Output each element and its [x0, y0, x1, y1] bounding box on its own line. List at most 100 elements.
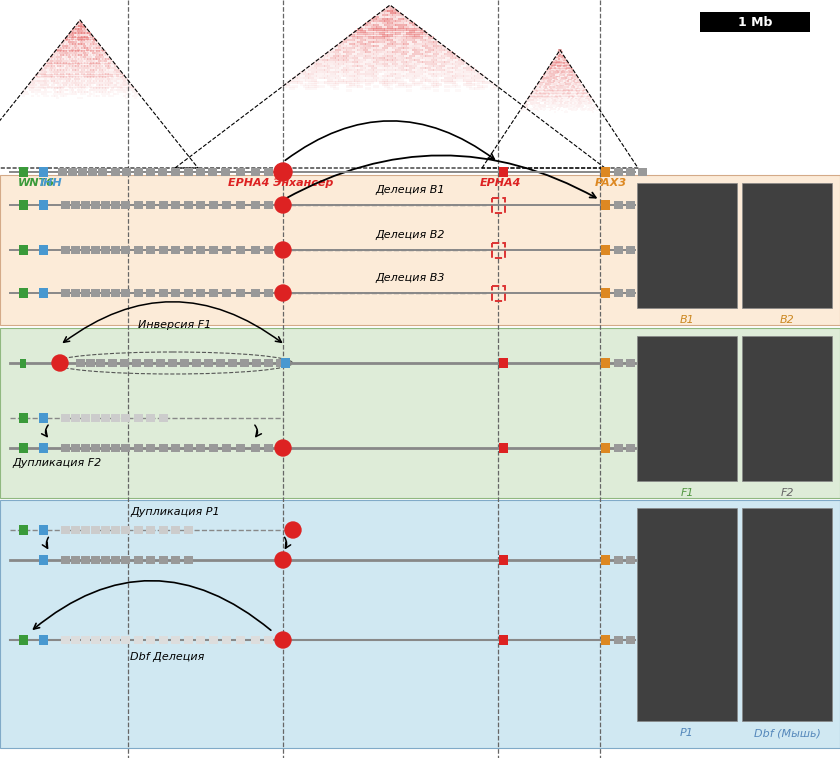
Bar: [561, 74, 563, 76]
Bar: [132, 359, 140, 367]
Bar: [555, 98, 557, 99]
Bar: [447, 59, 453, 61]
Bar: [89, 89, 92, 91]
Bar: [406, 41, 412, 42]
Bar: [447, 80, 453, 82]
Bar: [264, 636, 272, 644]
Bar: [403, 83, 409, 86]
Bar: [466, 74, 472, 75]
Bar: [81, 289, 90, 297]
Bar: [308, 77, 314, 80]
Bar: [584, 99, 585, 101]
Bar: [65, 70, 68, 73]
Bar: [83, 74, 87, 77]
Bar: [333, 83, 339, 86]
Bar: [447, 63, 453, 65]
Bar: [545, 83, 547, 85]
Bar: [546, 79, 549, 80]
Bar: [119, 359, 129, 367]
Bar: [222, 246, 230, 254]
Bar: [344, 39, 349, 41]
Bar: [101, 414, 109, 422]
Bar: [327, 59, 333, 61]
Bar: [436, 42, 442, 45]
Bar: [122, 86, 125, 88]
Bar: [381, 34, 387, 36]
Bar: [101, 74, 104, 77]
Bar: [379, 61, 385, 63]
Bar: [118, 80, 120, 82]
Bar: [365, 30, 371, 33]
Bar: [560, 105, 562, 107]
Bar: [276, 359, 285, 367]
Bar: [53, 93, 56, 95]
Bar: [50, 64, 53, 65]
Bar: [575, 101, 577, 102]
Bar: [84, 91, 87, 93]
Bar: [572, 99, 574, 101]
Bar: [349, 51, 354, 53]
Bar: [575, 93, 578, 95]
Bar: [101, 246, 109, 254]
Bar: [86, 359, 95, 367]
Bar: [108, 73, 112, 75]
Bar: [555, 77, 557, 79]
Bar: [469, 83, 475, 86]
Bar: [572, 87, 574, 89]
Bar: [22, 91, 25, 93]
Bar: [613, 636, 622, 644]
Bar: [555, 83, 557, 85]
Bar: [349, 34, 354, 36]
Bar: [580, 108, 582, 110]
Bar: [387, 51, 393, 53]
Bar: [38, 70, 41, 73]
Bar: [555, 71, 557, 73]
Bar: [564, 86, 567, 88]
Bar: [550, 82, 552, 83]
Bar: [577, 89, 579, 91]
Bar: [589, 107, 591, 108]
Bar: [87, 77, 91, 78]
Bar: [324, 53, 330, 55]
Bar: [570, 68, 573, 70]
Bar: [552, 90, 554, 92]
Bar: [159, 444, 167, 452]
Bar: [89, 70, 92, 73]
Bar: [368, 33, 374, 35]
Bar: [559, 107, 561, 108]
Bar: [545, 89, 547, 91]
Bar: [558, 105, 560, 107]
Bar: [95, 86, 98, 88]
Bar: [99, 47, 102, 49]
Bar: [564, 105, 566, 107]
Bar: [363, 61, 369, 63]
Bar: [558, 85, 560, 86]
Bar: [428, 86, 433, 88]
Bar: [541, 83, 543, 85]
Bar: [62, 82, 66, 84]
Bar: [74, 86, 77, 88]
Bar: [104, 93, 107, 95]
Bar: [368, 81, 374, 83]
Bar: [322, 59, 328, 61]
Bar: [300, 83, 306, 86]
Bar: [551, 98, 554, 99]
Bar: [97, 61, 100, 64]
Bar: [68, 78, 71, 80]
Bar: [547, 74, 549, 76]
Bar: [123, 83, 127, 86]
Bar: [575, 76, 578, 77]
Bar: [41, 86, 45, 88]
Bar: [78, 91, 81, 93]
Bar: [527, 108, 528, 110]
Bar: [338, 63, 344, 65]
Bar: [556, 61, 558, 63]
Bar: [71, 78, 74, 80]
Bar: [425, 75, 431, 77]
Bar: [541, 80, 543, 82]
Bar: [93, 87, 97, 89]
Bar: [95, 74, 98, 77]
Bar: [92, 82, 95, 84]
Bar: [84, 65, 87, 67]
Bar: [78, 69, 81, 71]
